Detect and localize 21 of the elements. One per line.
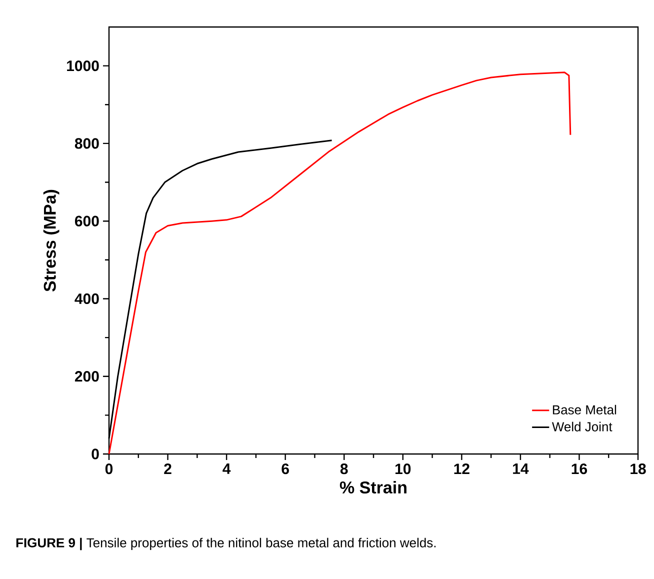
x-tick-label: 10 [395,464,411,474]
y-tick-label: 400 [74,293,99,304]
y-tick-label: 200 [74,371,99,382]
y-tick-label: 0 [92,448,99,460]
x-tick-label: 12 [454,464,470,474]
x-tick-label: 2 [164,464,172,474]
y-tick-label: 800 [74,138,99,149]
x-tick-label: 6 [282,464,289,474]
y-axis-title: Stress (MPa) [43,190,60,292]
legend-label: Weld Joint [552,422,612,432]
x-tick-label: 8 [340,464,348,474]
x-axis-title: % Strain [340,481,406,494]
legend-label: Base Metal [552,404,616,414]
y-tick-label: 600 [74,216,99,226]
x-tick-label: 0 [105,464,113,474]
x-tick-label: 14 [513,464,529,474]
x-tick-label: 4 [222,464,231,474]
text: FIGURE 9 | Tensile properties of the nitinol base metal and friction welds. [16,538,436,550]
y-tick-label: 1000 [67,60,99,72]
x-tick-label: 18 [630,464,646,474]
x-tick-label: 16 [572,464,588,474]
